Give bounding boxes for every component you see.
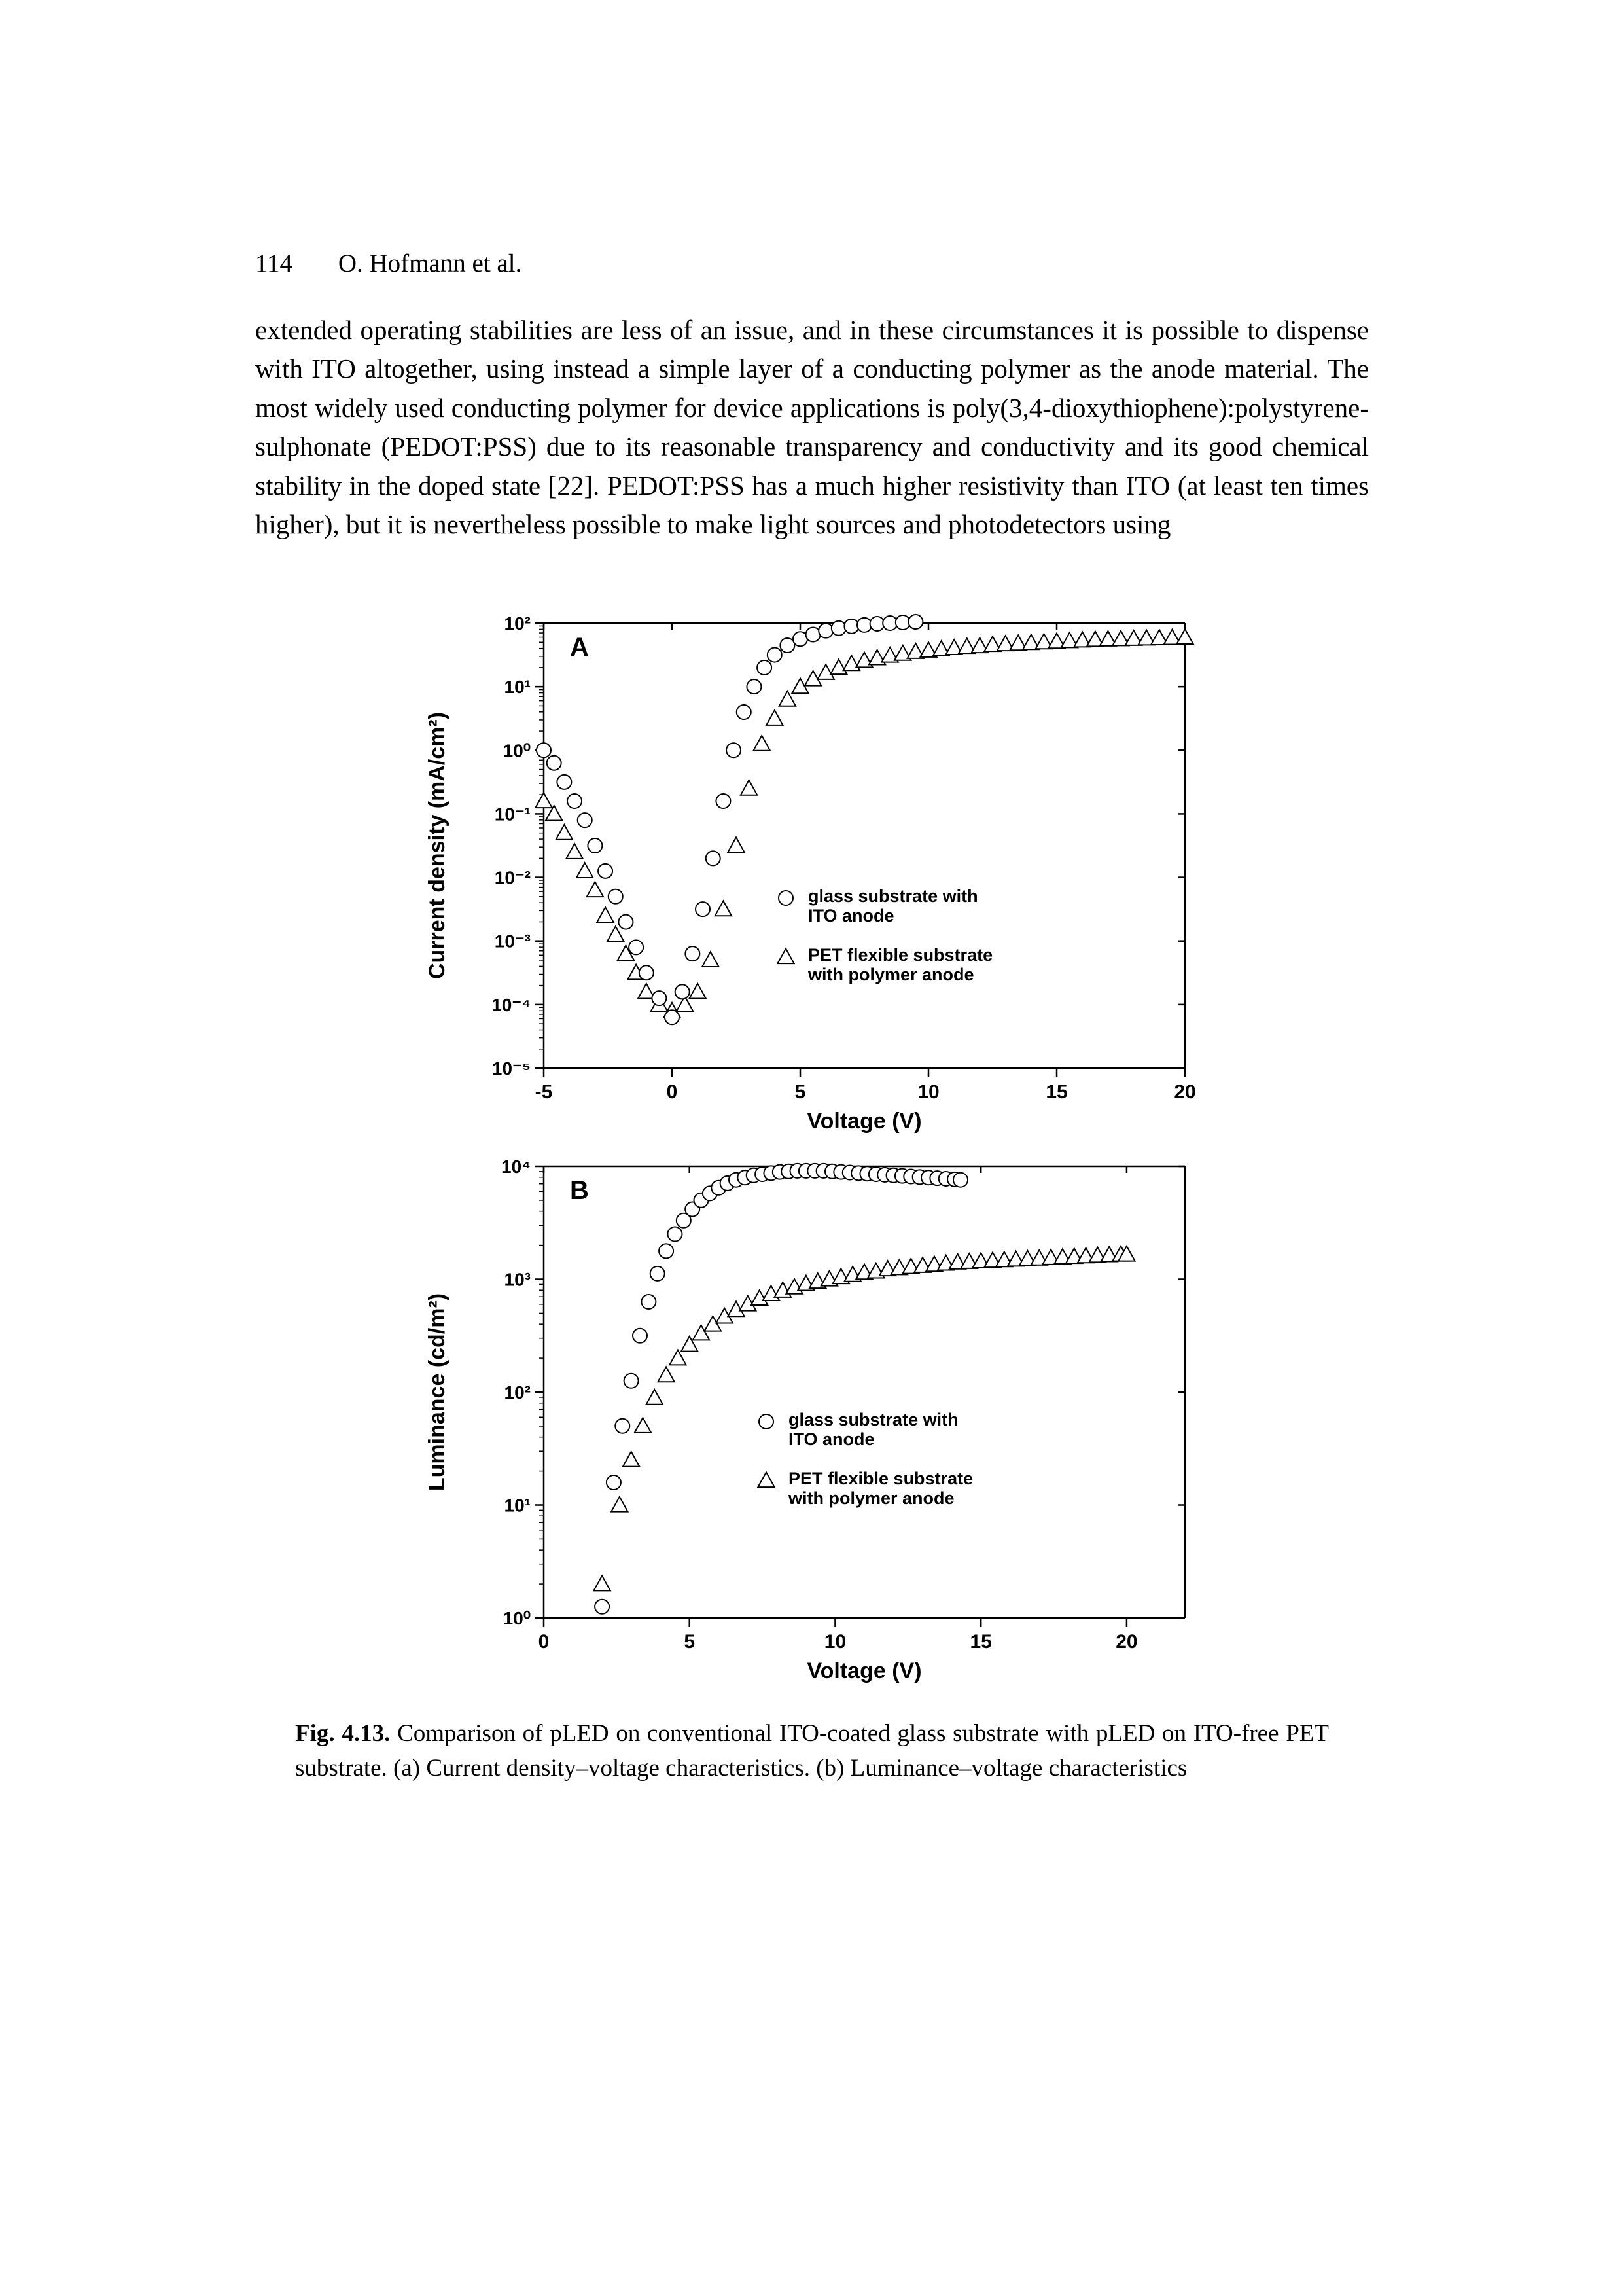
svg-text:10⁻²: 10⁻² xyxy=(495,867,531,888)
running-head-text: O. Hofmann et al. xyxy=(338,249,522,278)
svg-text:10⁰: 10⁰ xyxy=(503,740,531,761)
chart-a: 10⁻⁵ 10⁻⁴ 10⁻³ 10⁻² 10⁻¹ 10⁰ 10¹ 10² -5 0 5 10 15 20 V… xyxy=(419,603,1205,1140)
figure-label: Fig. 4.13. xyxy=(295,1720,390,1747)
svg-text:10¹: 10¹ xyxy=(504,677,531,697)
svg-text:B: B xyxy=(570,1176,589,1205)
svg-text:PET flexible substrate: PET flexible substrate xyxy=(788,1469,973,1488)
svg-text:15: 15 xyxy=(970,1631,991,1653)
svg-text:with polymer anode: with polymer anode xyxy=(788,1488,955,1508)
svg-text:10¹: 10¹ xyxy=(504,1495,531,1515)
svg-text:Voltage (V): Voltage (V) xyxy=(807,1659,921,1683)
svg-text:10²: 10² xyxy=(504,1382,531,1403)
page-number: 114 xyxy=(255,249,292,278)
chart-b: 10⁰ 10¹ 10² 10³ 10⁴ 0 5 10 15 20 Voltage (V) Lumina… xyxy=(419,1140,1205,1690)
svg-text:Current density (mA/cm²): Current density (mA/cm²) xyxy=(425,712,450,979)
svg-text:5: 5 xyxy=(684,1631,695,1653)
svg-text:10⁻⁵: 10⁻⁵ xyxy=(492,1058,531,1079)
svg-text:glass substrate with: glass substrate with xyxy=(808,886,978,906)
figure-caption: Fig. 4.13. Comparison of pLED on convent… xyxy=(295,1716,1329,1786)
figure-caption-text: Comparison of pLED on conventional ITO-c… xyxy=(295,1720,1329,1782)
svg-text:10⁻¹: 10⁻¹ xyxy=(495,804,531,824)
body-paragraph: extended operating stabilities are less … xyxy=(255,311,1369,545)
svg-text:Luminance (cd/m²): Luminance (cd/m²) xyxy=(425,1293,450,1491)
svg-text:A: A xyxy=(570,633,589,662)
svg-text:10⁴: 10⁴ xyxy=(501,1157,531,1177)
svg-text:10⁻³: 10⁻³ xyxy=(495,931,531,951)
svg-text:-5: -5 xyxy=(535,1081,553,1103)
svg-text:0: 0 xyxy=(667,1081,678,1103)
svg-text:0: 0 xyxy=(538,1631,550,1653)
svg-text:10³: 10³ xyxy=(504,1269,531,1289)
svg-text:10²: 10² xyxy=(504,613,531,634)
svg-text:10⁻⁴: 10⁻⁴ xyxy=(491,994,531,1014)
svg-text:PET flexible substrate: PET flexible substrate xyxy=(808,945,993,965)
svg-text:Voltage (V): Voltage (V) xyxy=(807,1109,921,1134)
svg-text:ITO anode: ITO anode xyxy=(788,1429,875,1449)
svg-text:glass substrate with: glass substrate with xyxy=(788,1410,959,1429)
svg-text:10: 10 xyxy=(917,1081,939,1103)
svg-text:15: 15 xyxy=(1046,1081,1067,1103)
svg-text:10: 10 xyxy=(824,1631,846,1653)
svg-text:20: 20 xyxy=(1116,1631,1137,1653)
svg-text:with polymer anode: with polymer anode xyxy=(807,965,974,984)
svg-text:20: 20 xyxy=(1174,1081,1195,1103)
running-header: 114 O. Hofmann et al. xyxy=(255,249,1369,278)
svg-text:ITO anode: ITO anode xyxy=(808,906,894,925)
svg-text:5: 5 xyxy=(795,1081,806,1103)
figure-4-13: 10⁻⁵ 10⁻⁴ 10⁻³ 10⁻² 10⁻¹ 10⁰ 10¹ 10² -5 0 5 10 15 20 V… xyxy=(419,603,1205,1690)
svg-text:10⁰: 10⁰ xyxy=(503,1608,531,1628)
